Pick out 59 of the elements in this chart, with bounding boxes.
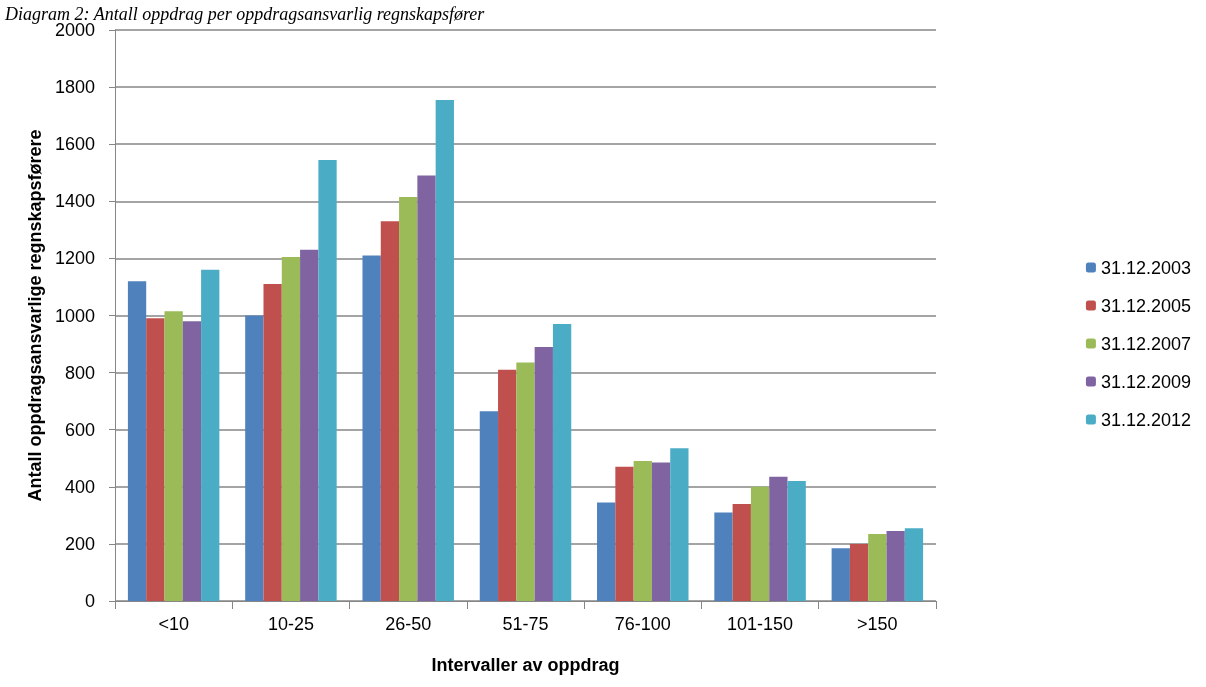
- bar: [399, 197, 418, 601]
- bar: [868, 533, 887, 601]
- y-tick-label: 1200: [54, 248, 95, 269]
- y-tick-label: 1800: [54, 77, 95, 98]
- bar: [534, 346, 553, 601]
- bar: [281, 256, 301, 601]
- bar: [886, 531, 905, 601]
- bar: [849, 543, 869, 601]
- bar: [435, 99, 454, 601]
- x-tick-label: 76-100: [614, 614, 671, 634]
- x-tick-label: 101-150: [727, 614, 794, 634]
- bar: [552, 324, 572, 601]
- y-tick-label: 800: [64, 362, 95, 383]
- y-tick-label: 1400: [54, 191, 95, 212]
- bar: [651, 462, 671, 601]
- bar: [670, 448, 689, 601]
- legend-label: 31.12.2009: [1100, 371, 1192, 392]
- bar: [318, 159, 337, 601]
- bar: [904, 528, 924, 601]
- x-tick-label: 51-75: [502, 614, 549, 634]
- x-tick-label: >150: [857, 614, 898, 634]
- x-tick-label: <10: [158, 614, 189, 634]
- bar: [633, 461, 652, 601]
- x-axis-title: Intervaller av oppdrag: [431, 655, 620, 675]
- bar: [714, 512, 733, 601]
- bar: [146, 318, 165, 601]
- y-tick-label: 400: [64, 476, 95, 497]
- bar: [263, 284, 282, 601]
- bar: [787, 481, 806, 601]
- y-tick-label: 200: [64, 533, 95, 554]
- bar: [182, 321, 202, 601]
- bar: [732, 503, 751, 601]
- x-tick-label: 26-50: [385, 614, 432, 634]
- bar: [597, 502, 616, 601]
- legend-label: 31.12.2005: [1100, 295, 1192, 316]
- bar: [300, 249, 319, 601]
- legend-label: 31.12.2012: [1100, 409, 1192, 430]
- y-tick-label: 0: [84, 591, 95, 611]
- bar: [417, 175, 436, 601]
- bar: [380, 221, 400, 601]
- legend-label: 31.12.2003: [1100, 257, 1192, 278]
- bar: [362, 255, 381, 601]
- y-tick-label: 600: [64, 419, 95, 440]
- x-tick-label: 10-25: [267, 614, 314, 634]
- bar: [245, 315, 264, 601]
- bar: [750, 486, 770, 601]
- bar: [127, 281, 147, 601]
- bar: [479, 411, 499, 601]
- bar: [615, 466, 634, 601]
- bar: [498, 369, 517, 601]
- bar: [164, 311, 183, 601]
- bar: [831, 548, 850, 601]
- bar: [201, 269, 220, 601]
- y-axis-title: Antall oppdragsansvarlige regnskapsførere: [25, 129, 46, 502]
- y-tick-label: 1000: [54, 305, 95, 326]
- legend-label: 31.12.2007: [1100, 333, 1192, 354]
- bar: [516, 362, 535, 601]
- bar: [769, 476, 788, 601]
- y-tick-label: 1600: [54, 134, 95, 155]
